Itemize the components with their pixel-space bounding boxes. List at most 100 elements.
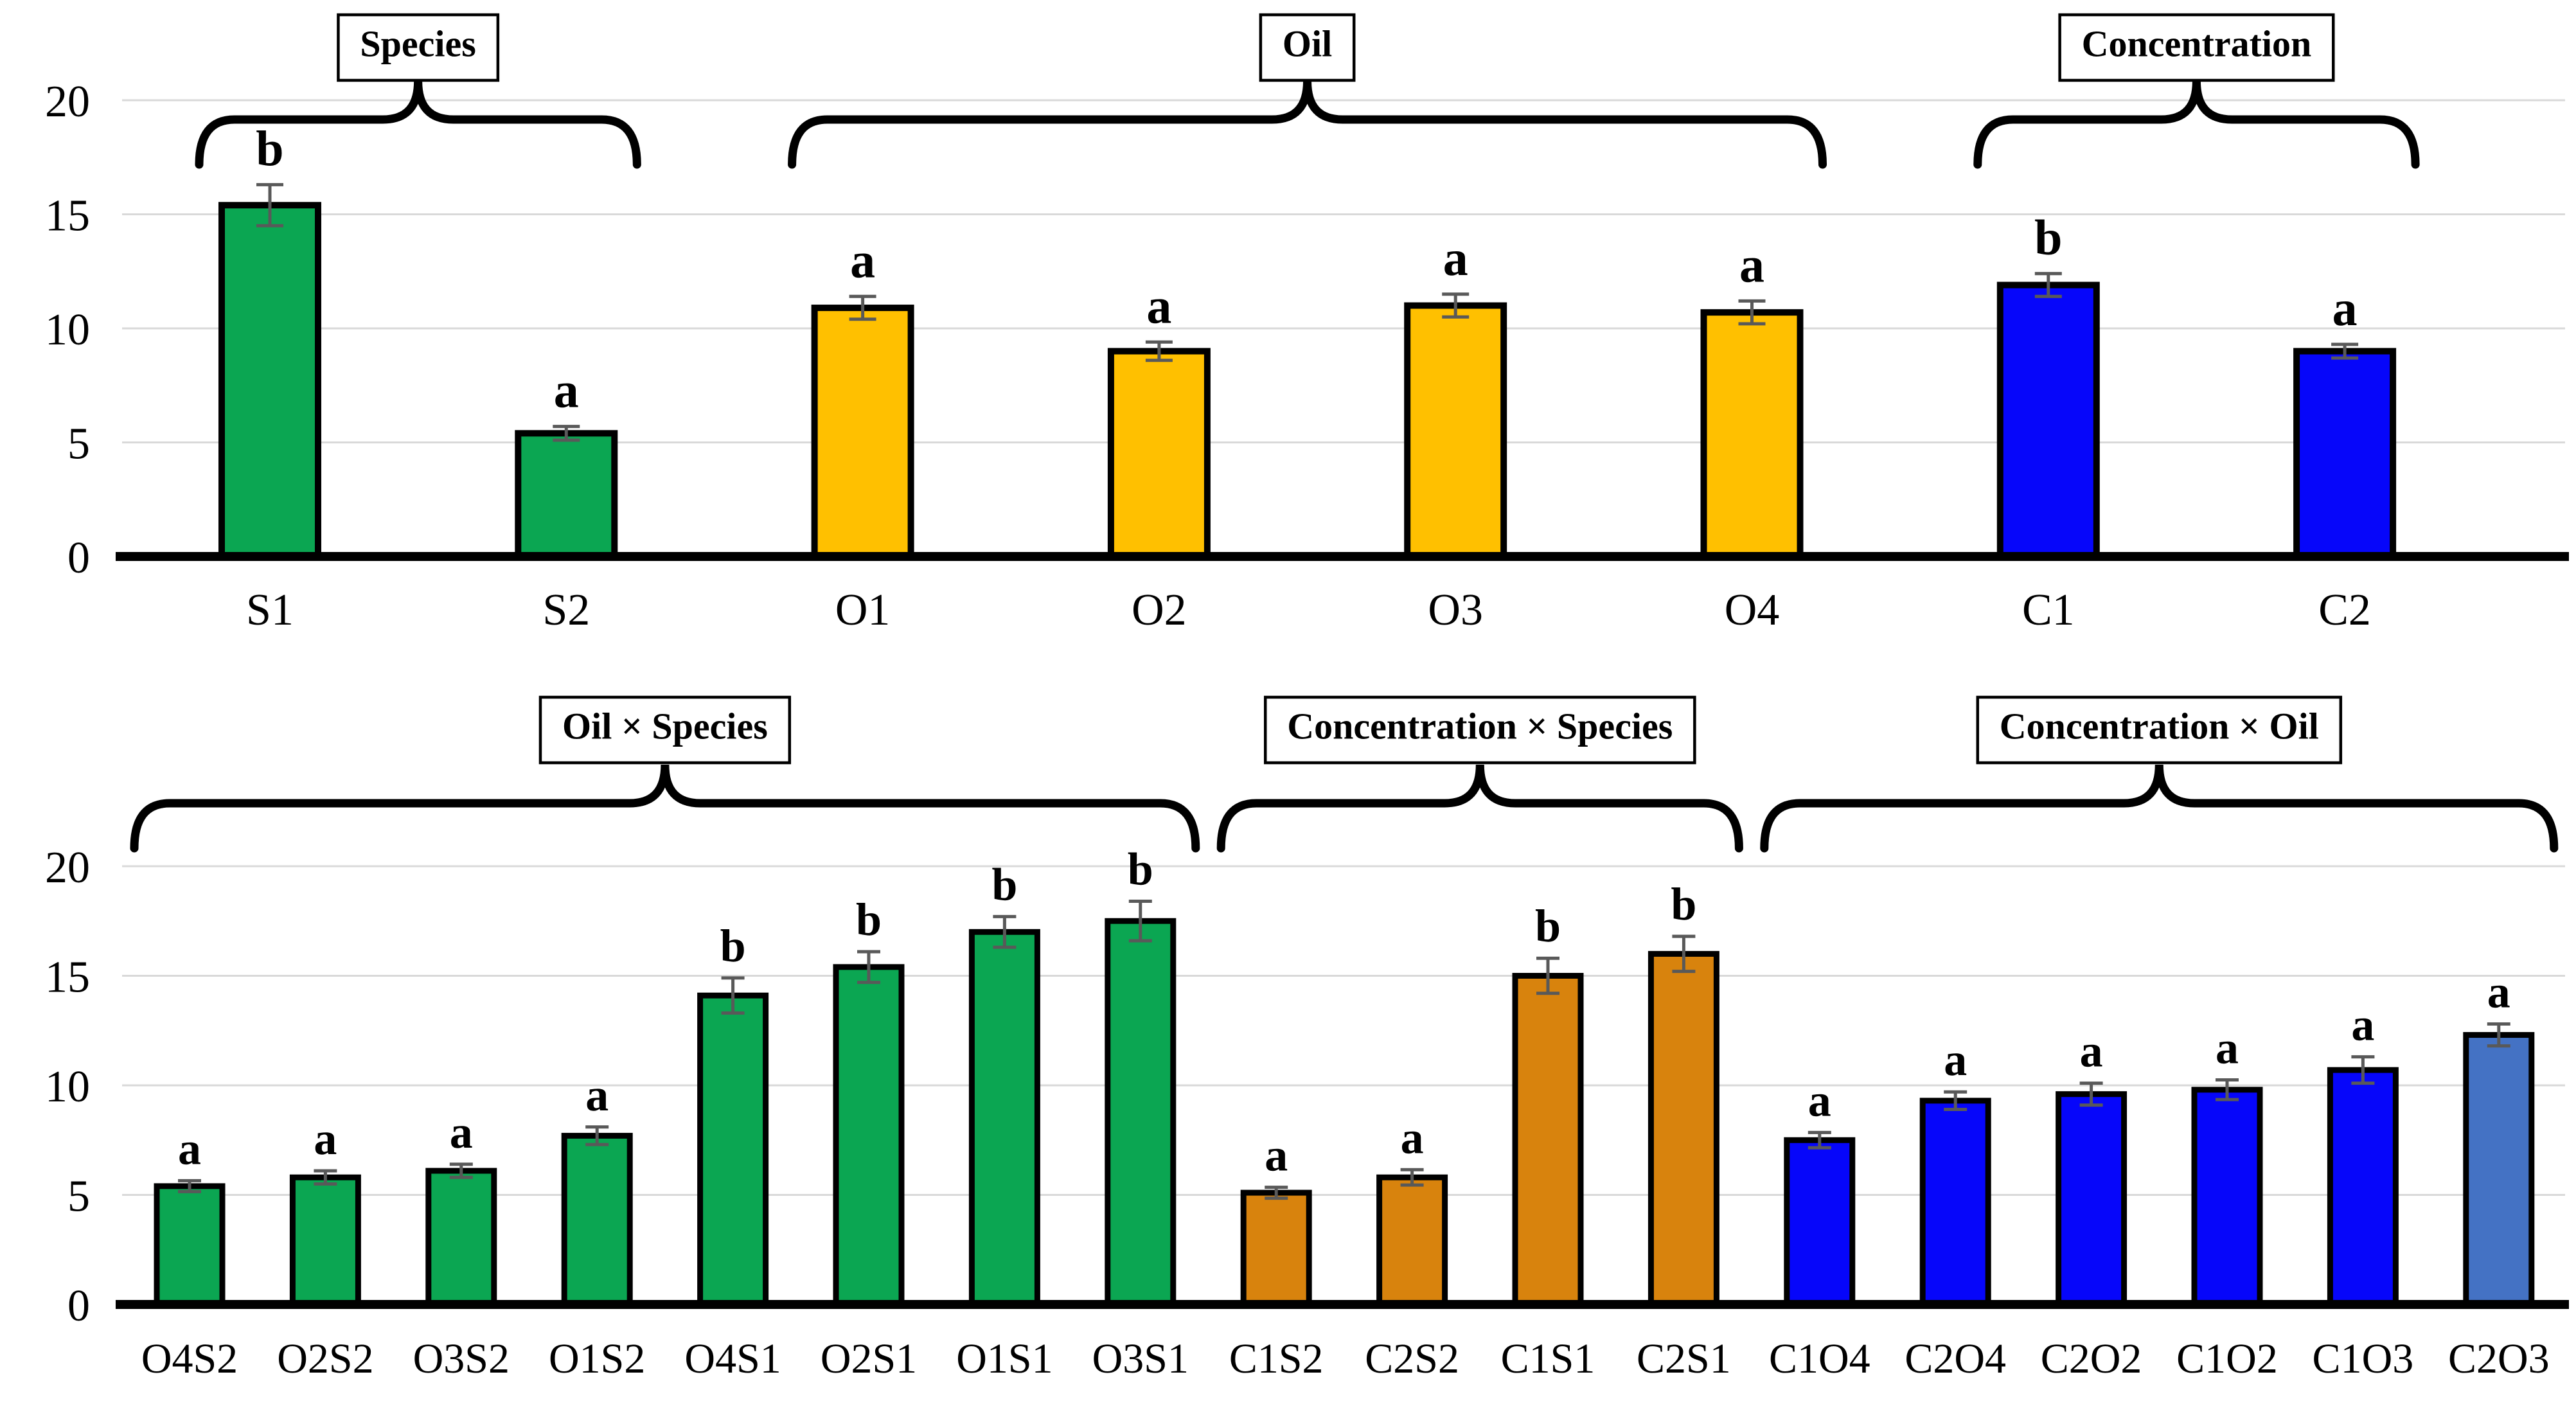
error-bar-O1S2 xyxy=(585,1125,609,1146)
sig-letter-O1S1: b xyxy=(991,859,1017,910)
x-label-O4S1: O4S1 xyxy=(684,1335,781,1382)
group-brace-Concentration xyxy=(1973,80,2420,169)
group-brace-Oil xyxy=(788,80,1827,169)
bar-O4S2 xyxy=(154,1183,226,1308)
y-tick-label-bottom-15: 15 xyxy=(45,953,90,1002)
sig-letter-O3: a xyxy=(1443,230,1468,286)
bar-C1O3 xyxy=(2327,1067,2399,1308)
y-tick-label-top-10: 10 xyxy=(45,305,90,355)
error-bar-S1 xyxy=(256,182,283,227)
bar-O2 xyxy=(1107,348,1211,560)
error-bar-C1S2 xyxy=(1265,1186,1288,1200)
x-label-C1S1: C1S1 xyxy=(1501,1335,1595,1382)
x-label-O3: O3 xyxy=(1428,585,1483,635)
group-label-text: Concentration × Species xyxy=(1287,705,1673,747)
error-bar-O3S2 xyxy=(449,1162,473,1179)
group-label-border xyxy=(2058,13,2335,82)
chart-panel-top: 0 5 10 15 20 b S1 a S2 Species a O1 a O2 a O3 a O4 Oil b C1 a… xyxy=(45,13,2569,635)
group-label-text: Oil × Species xyxy=(562,705,768,747)
group-label-box-Concentration: Concentration xyxy=(2058,13,2335,82)
bar-C1O2 xyxy=(2191,1087,2263,1308)
x-label-O2S2: O2S2 xyxy=(277,1335,373,1382)
y-tick-label-top-15: 15 xyxy=(45,191,90,241)
x-label-O3S2: O3S2 xyxy=(413,1335,510,1382)
error-bar-O4S1 xyxy=(721,976,745,1015)
sig-letter-C2O4: a xyxy=(1944,1034,1967,1085)
error-bar-C1O4 xyxy=(1808,1130,1831,1150)
group-brace-Concentration × Oil xyxy=(1760,764,2559,853)
sig-letter-C1O3: a xyxy=(2351,999,2374,1051)
bar-O4S1 xyxy=(697,992,769,1308)
y-tick-label-bottom-10: 10 xyxy=(45,1062,90,1112)
error-bar-O4S2 xyxy=(178,1179,201,1193)
group-label-border xyxy=(1976,695,2343,765)
bar-C1S1 xyxy=(1512,973,1584,1308)
bar-C1S2 xyxy=(1240,1189,1312,1308)
sig-letter-S2: a xyxy=(554,362,579,418)
sig-letter-O4: a xyxy=(1739,236,1764,292)
error-bar-C1O2 xyxy=(2216,1078,2239,1101)
sig-letter-O4S1: b xyxy=(720,920,746,972)
group-label-box-Oil: Oil xyxy=(1259,13,1356,82)
sig-letter-C2O2: a xyxy=(2080,1026,2103,1077)
group-label-border xyxy=(538,695,792,765)
error-bar-O3 xyxy=(1442,292,1470,319)
error-bar-O4 xyxy=(1738,299,1766,326)
group-label-box-Concentration × Species: Concentration × Species xyxy=(1263,695,1696,765)
x-label-C1O4: C1O4 xyxy=(1769,1335,1870,1382)
chart-panel-bottom: 0 5 10 15 20 a O4S2 a O2S2 a O3S2 a O1S2 b O4S1 b O2S1 b O… xyxy=(45,695,2569,1382)
sig-letter-C2S1: b xyxy=(1671,878,1696,930)
bar-C2 xyxy=(2293,348,2397,560)
y-tick-label-bottom-0: 0 xyxy=(67,1281,90,1331)
x-label-O2: O2 xyxy=(1132,585,1187,635)
bar-C2O2 xyxy=(2056,1091,2127,1308)
sig-letter-O2S1: b xyxy=(856,894,882,945)
sig-letter-O1: a xyxy=(850,232,875,288)
sig-letter-O3S2: a xyxy=(450,1107,473,1158)
x-label-O1: O1 xyxy=(835,585,891,635)
sig-letter-C1S2: a xyxy=(1265,1130,1288,1181)
bar-C1 xyxy=(1996,281,2100,560)
group-brace-Concentration × Species xyxy=(1216,764,1743,853)
group-label-box-Concentration × Oil: Concentration × Oil xyxy=(1976,695,2343,765)
x-label-C2O3: C2O3 xyxy=(2448,1335,2550,1382)
error-bar-O1 xyxy=(849,294,876,321)
x-label-C1O2: C1O2 xyxy=(2176,1335,2278,1382)
error-bar-C2O4 xyxy=(1944,1090,1968,1112)
sig-letter-O2: a xyxy=(1146,278,1171,334)
sig-letter-C1O2: a xyxy=(2216,1022,2239,1073)
y-tick-label-top-0: 0 xyxy=(67,533,90,583)
x-label-C1O3: C1O3 xyxy=(2313,1335,2414,1382)
x-label-O4: O4 xyxy=(1725,585,1780,635)
x-label-S2: S2 xyxy=(542,585,590,635)
sig-letter-C1: b xyxy=(2034,209,2062,265)
error-bar-O2S2 xyxy=(314,1169,337,1186)
x-label-O4S2: O4S2 xyxy=(141,1335,238,1382)
x-label-C1S2: C1S2 xyxy=(1229,1335,1324,1382)
bar-C1O4 xyxy=(1784,1137,1856,1308)
x-label-C2O4: C2O4 xyxy=(1905,1335,2006,1382)
group-brace-Oil × Species xyxy=(130,764,1200,853)
error-bar-C2S2 xyxy=(1400,1168,1424,1187)
bar-C2S1 xyxy=(1648,950,1719,1308)
bar-C2S2 xyxy=(1376,1174,1448,1308)
error-bar-C2 xyxy=(2331,343,2359,360)
sig-letter-O1S2: a xyxy=(585,1069,608,1121)
bar-O1S2 xyxy=(561,1132,633,1308)
group-label-border xyxy=(1259,13,1356,82)
error-bar-C2O2 xyxy=(2079,1081,2103,1107)
sig-letter-O2S2: a xyxy=(314,1113,337,1164)
x-label-O2S1: O2S1 xyxy=(821,1335,917,1382)
group-label-border xyxy=(337,13,500,82)
x-label-C2O2: C2O2 xyxy=(2041,1335,2142,1382)
sig-letter-C1O4: a xyxy=(1808,1074,1831,1126)
x-label-C2: C2 xyxy=(2318,585,2371,635)
sig-letter-O3S1: b xyxy=(1128,844,1153,895)
group-label-text: Concentration × Oil xyxy=(2000,705,2319,747)
y-tick-label-top-20: 20 xyxy=(45,77,90,127)
error-bar-S2 xyxy=(553,425,580,442)
x-label-O1S1: O1S1 xyxy=(956,1335,1053,1382)
error-bar-C1O3 xyxy=(2351,1055,2375,1085)
bar-O3 xyxy=(1404,302,1507,560)
